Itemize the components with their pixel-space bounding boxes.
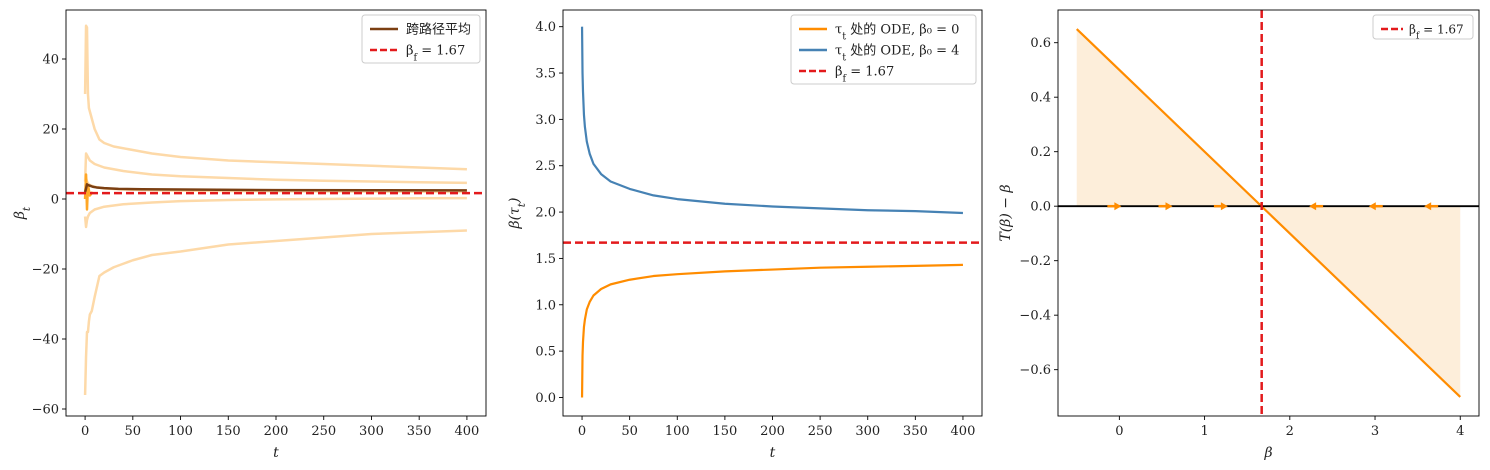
series-line-2 [83,24,467,171]
y-tick-label-0: −60 [32,403,59,418]
x-tick-label-0: 0 [1115,424,1123,439]
x-tick-label-3: 3 [1371,424,1379,439]
x-axis-label: t [770,445,776,461]
x-tick-label-3: 150 [712,424,737,439]
x-tick-label-1: 50 [125,424,142,439]
x-tick-label-1: 50 [621,424,638,439]
x-axis-label: β [1263,445,1272,461]
y-tick-label-1: −0.4 [1019,309,1051,324]
y-tick-label-2: 1.0 [535,298,556,313]
x-tick-label-5: 250 [808,424,833,439]
legend: τt 处的 ODE, β₀ = 0τt 处的 ODE, β₀ = 4βf = 1… [790,14,977,85]
panel-ode-trajectories: 0 50 100 150 200 250 300 350 400 0.0 0.5 1.0 1.5 2.0 2… [507,9,983,461]
flow-arrow-right-head-2 [1220,202,1228,211]
y-tick-label-5: 2.5 [535,159,556,174]
legend-label-1: βf = 1.67 [406,44,465,64]
axes-frame [1057,9,1480,417]
y-tick-label-4: 0.2 [1030,145,1051,160]
x-tick-label-0: 0 [81,424,89,439]
legend-label-2: βf = 1.67 [835,65,894,85]
flow-arrow-left-head-1 [1368,202,1376,211]
y-tick-label-7: 3.5 [535,67,556,82]
y-axis-label: βt [12,206,33,220]
y-tick-label-4: 2.0 [535,206,556,221]
y-tick-label-5: 0.4 [1030,91,1051,106]
series-line-4 [83,196,467,229]
flow-arrow-left-head-0 [1309,202,1317,211]
y-tick-label-0: −0.6 [1019,363,1051,378]
y-tick-label-3: 1.5 [535,252,556,267]
series-line-0 [83,183,467,193]
x-tick-label-7: 350 [407,424,432,439]
x-tick-label-3: 150 [216,424,241,439]
plot-area [563,26,982,398]
y-axis-label: β(τt) [507,197,528,229]
series-line-0 [1075,28,1462,398]
x-tick-label-1: 1 [1200,424,1208,439]
x-tick-label-6: 300 [359,424,384,439]
series-line-1 [580,26,963,215]
y-tick-label-3: 0.0 [1030,200,1051,215]
panel-fixed-point: 0 1 2 3 4 −0.6 −0.4 −0.2 0.0 0.2 0.4 0.6 β T(β) − β βf… [998,9,1480,461]
x-tick-label-2: 100 [665,424,690,439]
series-line-0 [580,263,963,398]
y-tick-label-2: −20 [32,263,59,278]
legend-label-1: τt 处的 ODE, β₀ = 4 [835,43,959,64]
x-tick-label-8: 400 [951,424,976,439]
legend-box [1372,14,1474,40]
x-tick-label-7: 350 [903,424,928,439]
panel-beta-paths: 0 50 100 150 200 250 300 350 400 −60 −40 −20 0 20 40 t β… [12,9,487,461]
x-tick-label-2: 100 [168,424,193,439]
y-tick-label-6: 0.6 [1030,36,1051,51]
y-tick-label-1: 0.5 [535,345,556,360]
y-tick-label-6: 3.0 [535,113,556,128]
legend: βf = 1.67 [1372,14,1474,42]
x-tick-label-4: 200 [264,424,289,439]
series-line-1 [83,229,467,396]
flow-arrow-right-head-0 [1114,202,1122,211]
series-line-6 [83,173,94,211]
legend-box [790,14,977,85]
y-tick-label-8: 4.0 [535,20,556,35]
x-tick-label-4: 4 [1456,424,1464,439]
x-tick-label-2: 2 [1286,424,1294,439]
flow-arrow-left-head-2 [1424,202,1432,211]
x-tick-label-8: 400 [454,424,479,439]
x-tick-label-6: 300 [855,424,880,439]
flow-arrow-right-head-1 [1165,202,1173,211]
x-tick-label-4: 200 [760,424,785,439]
axes-frame [65,9,487,417]
y-tick-label-0: 0.0 [535,391,556,406]
series-line-3 [83,152,467,185]
y-axis-label: T(β) − β [998,184,1014,241]
legend-label-0: 跨路径平均 [406,22,471,38]
legend: 跨路径平均 βf = 1.67 [361,14,481,64]
y-tick-label-3: 0 [51,193,59,208]
x-tick-label-0: 0 [578,424,586,439]
x-axis-label: t [273,445,279,461]
plot-area [1058,10,1479,416]
y-tick-label-5: 40 [42,53,59,68]
y-tick-label-4: 20 [42,123,59,138]
x-tick-label-5: 250 [311,424,336,439]
y-tick-label-2: −0.2 [1019,254,1051,269]
plot-area [66,24,486,396]
legend-label-0: τt 处的 ODE, β₀ = 0 [835,22,959,43]
y-tick-label-1: −40 [32,333,59,348]
legend-label-0: βf = 1.67 [1409,23,1464,42]
